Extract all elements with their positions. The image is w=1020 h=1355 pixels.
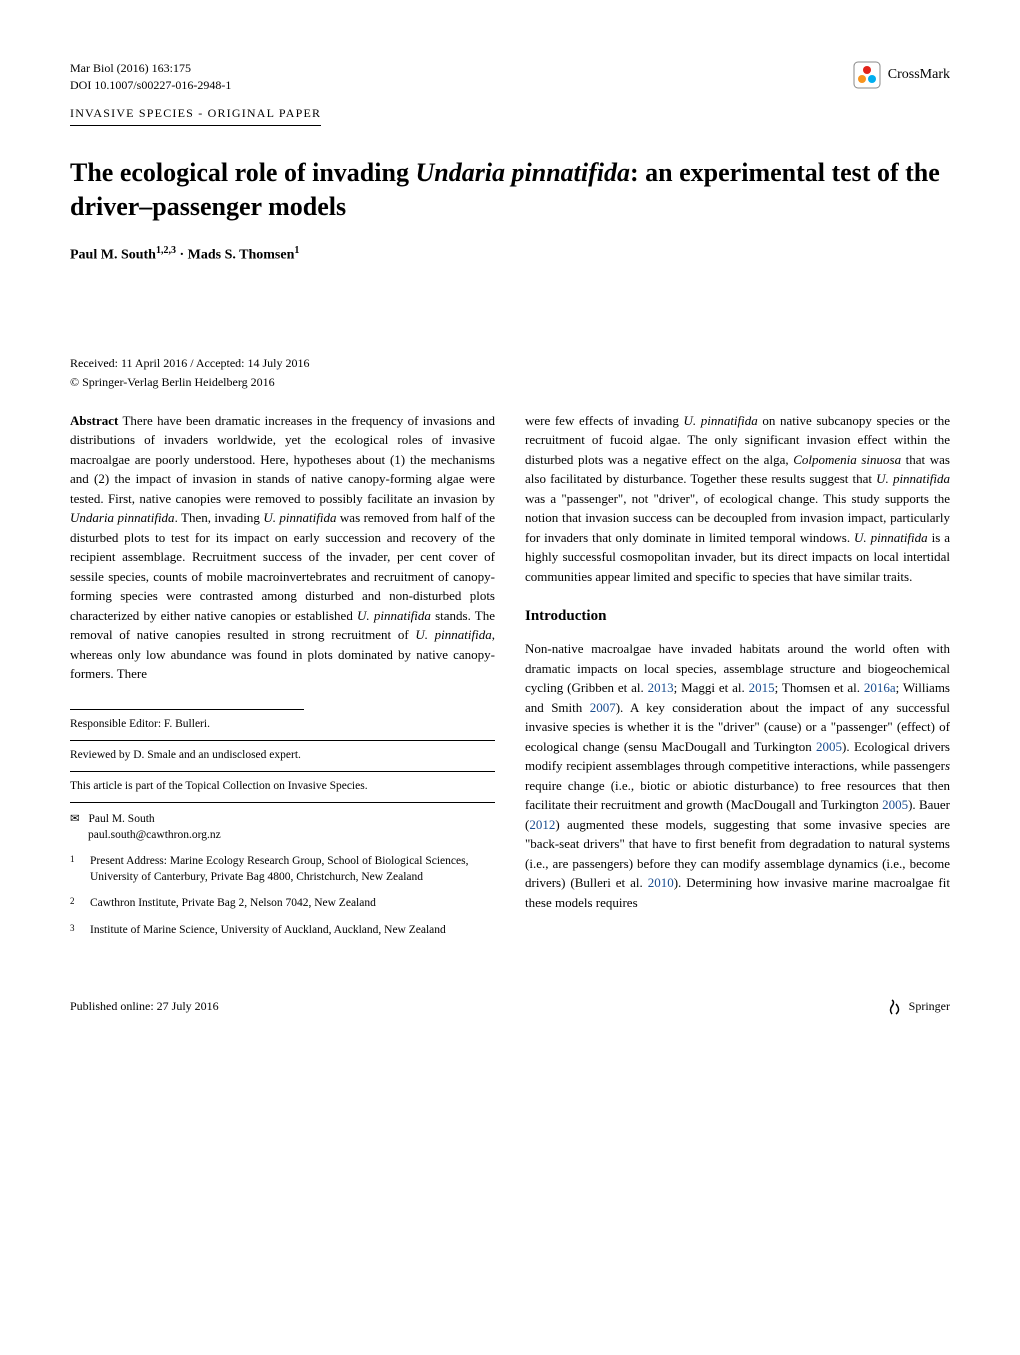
affil-num: 1 [70, 853, 90, 885]
authors: Paul M. South1,2,3 · Mads S. Thomsen1 [70, 244, 950, 265]
author1: Paul M. South [70, 248, 156, 263]
divider [70, 771, 495, 772]
author-sep: · Mads S. Thomsen [176, 248, 294, 263]
abs-rsp3: U. pinnatifida [876, 471, 950, 486]
cite[interactable]: 2005 [816, 739, 842, 754]
copyright: © Springer-Verlag Berlin Heidelberg 2016 [70, 374, 950, 391]
abs-l2: . Then, invading [175, 510, 264, 525]
cite[interactable]: 2012 [529, 817, 555, 832]
doi-line: DOI 10.1007/s00227-016-2948-1 [70, 77, 231, 94]
abs-l1: There have been dramatic increases in th… [70, 413, 495, 506]
affiliation-item: 1 Present Address: Marine Ecology Resear… [70, 853, 495, 885]
header-row: Mar Biol (2016) 163:175 DOI 10.1007/s002… [70, 60, 950, 94]
crossmark-icon [852, 60, 882, 90]
dates: Received: 11 April 2016 / Accepted: 14 J… [70, 355, 950, 372]
journal-info: Mar Biol (2016) 163:175 DOI 10.1007/s002… [70, 60, 231, 94]
affiliations: 1 Present Address: Marine Ecology Resear… [70, 853, 495, 937]
corr-name: Paul M. South [89, 813, 155, 825]
affiliation-item: 2 Cawthron Institute, Private Bag 2, Nel… [70, 895, 495, 911]
affil-num: 3 [70, 922, 90, 938]
journal-line: Mar Biol (2016) 163:175 [70, 60, 231, 77]
author1-sup: 1,2,3 [156, 245, 176, 256]
cite[interactable]: 2015 [749, 680, 775, 695]
title-species: Undaria pinnatifida [415, 158, 630, 187]
divider [70, 740, 495, 741]
affil-text: Present Address: Marine Ecology Research… [90, 853, 495, 885]
i3: ; Thomsen et al. [775, 680, 864, 695]
springer-label: Springer [909, 998, 950, 1015]
cite[interactable]: 2005 [882, 797, 908, 812]
abs-rsp1: U. pinnatifida [683, 413, 757, 428]
intro-paragraph: Non-native macroalgae have invaded habit… [525, 639, 950, 912]
section-type: INVASIVE SPECIES - ORIGINAL PAPER [70, 105, 321, 127]
envelope-icon: ✉ [70, 813, 80, 825]
cite[interactable]: 2016a [864, 680, 896, 695]
divider [70, 802, 495, 803]
affil-text: Cawthron Institute, Private Bag 2, Nelso… [90, 895, 495, 911]
i2: ; Maggi et al. [674, 680, 749, 695]
cite[interactable]: 2007 [590, 700, 616, 715]
author2-sup: 1 [294, 245, 299, 256]
abstract-label: Abstract [70, 413, 118, 428]
abs-rsp2: Colpomenia sinuosa [793, 452, 901, 467]
crossmark-label: CrossMark [888, 65, 950, 85]
left-column: Abstract There have been dramatic increa… [70, 411, 495, 948]
intro-heading: Introduction [525, 606, 950, 627]
abs-r1: were few effects of invading [525, 413, 683, 428]
affiliation-item: 3 Institute of Marine Science, Universit… [70, 922, 495, 938]
abstract-right: were few effects of invading U. pinnatif… [525, 411, 950, 587]
i6i: s [945, 758, 950, 773]
two-column-body: Abstract There have been dramatic increa… [70, 411, 950, 948]
topical: This article is part of the Topical Coll… [70, 778, 495, 794]
springer-icon [887, 998, 905, 1016]
editor: Responsible Editor: F. Bulleri. [70, 716, 495, 732]
abs-sp1: Undaria pinnatifida [70, 510, 175, 525]
abs-rsp4: U. pinnatifida [854, 530, 928, 545]
correspondence: ✉ Paul M. South paul.south@cawthron.org.… [70, 811, 495, 843]
abs-sp3: U. pinnatifida [357, 608, 431, 623]
abs-sp4: U. pinnatifida [415, 627, 491, 642]
divider [70, 709, 304, 710]
cite[interactable]: 2013 [648, 680, 674, 695]
abs-sp2: U. pinnatifida [263, 510, 336, 525]
abstract-left: Abstract There have been dramatic increa… [70, 411, 495, 684]
cite[interactable]: 2010 [648, 875, 674, 890]
affil-text: Institute of Marine Science, University … [90, 922, 495, 938]
right-column: were few effects of invading U. pinnatif… [525, 411, 950, 948]
reviewers: Reviewed by D. Smale and an undisclosed … [70, 747, 495, 763]
article-title: The ecological role of invading Undaria … [70, 156, 950, 224]
abs-l3: was removed from half of the disturbed p… [70, 510, 495, 623]
footer: Published online: 27 July 2016 Springer [70, 998, 950, 1016]
crossmark-badge[interactable]: CrossMark [852, 60, 950, 90]
corr-email: paul.south@cawthron.org.nz [88, 829, 221, 841]
affil-num: 2 [70, 895, 90, 911]
springer-logo: Springer [887, 998, 950, 1016]
published-online: Published online: 27 July 2016 [70, 998, 219, 1015]
title-part1: The ecological role of invading [70, 158, 415, 187]
